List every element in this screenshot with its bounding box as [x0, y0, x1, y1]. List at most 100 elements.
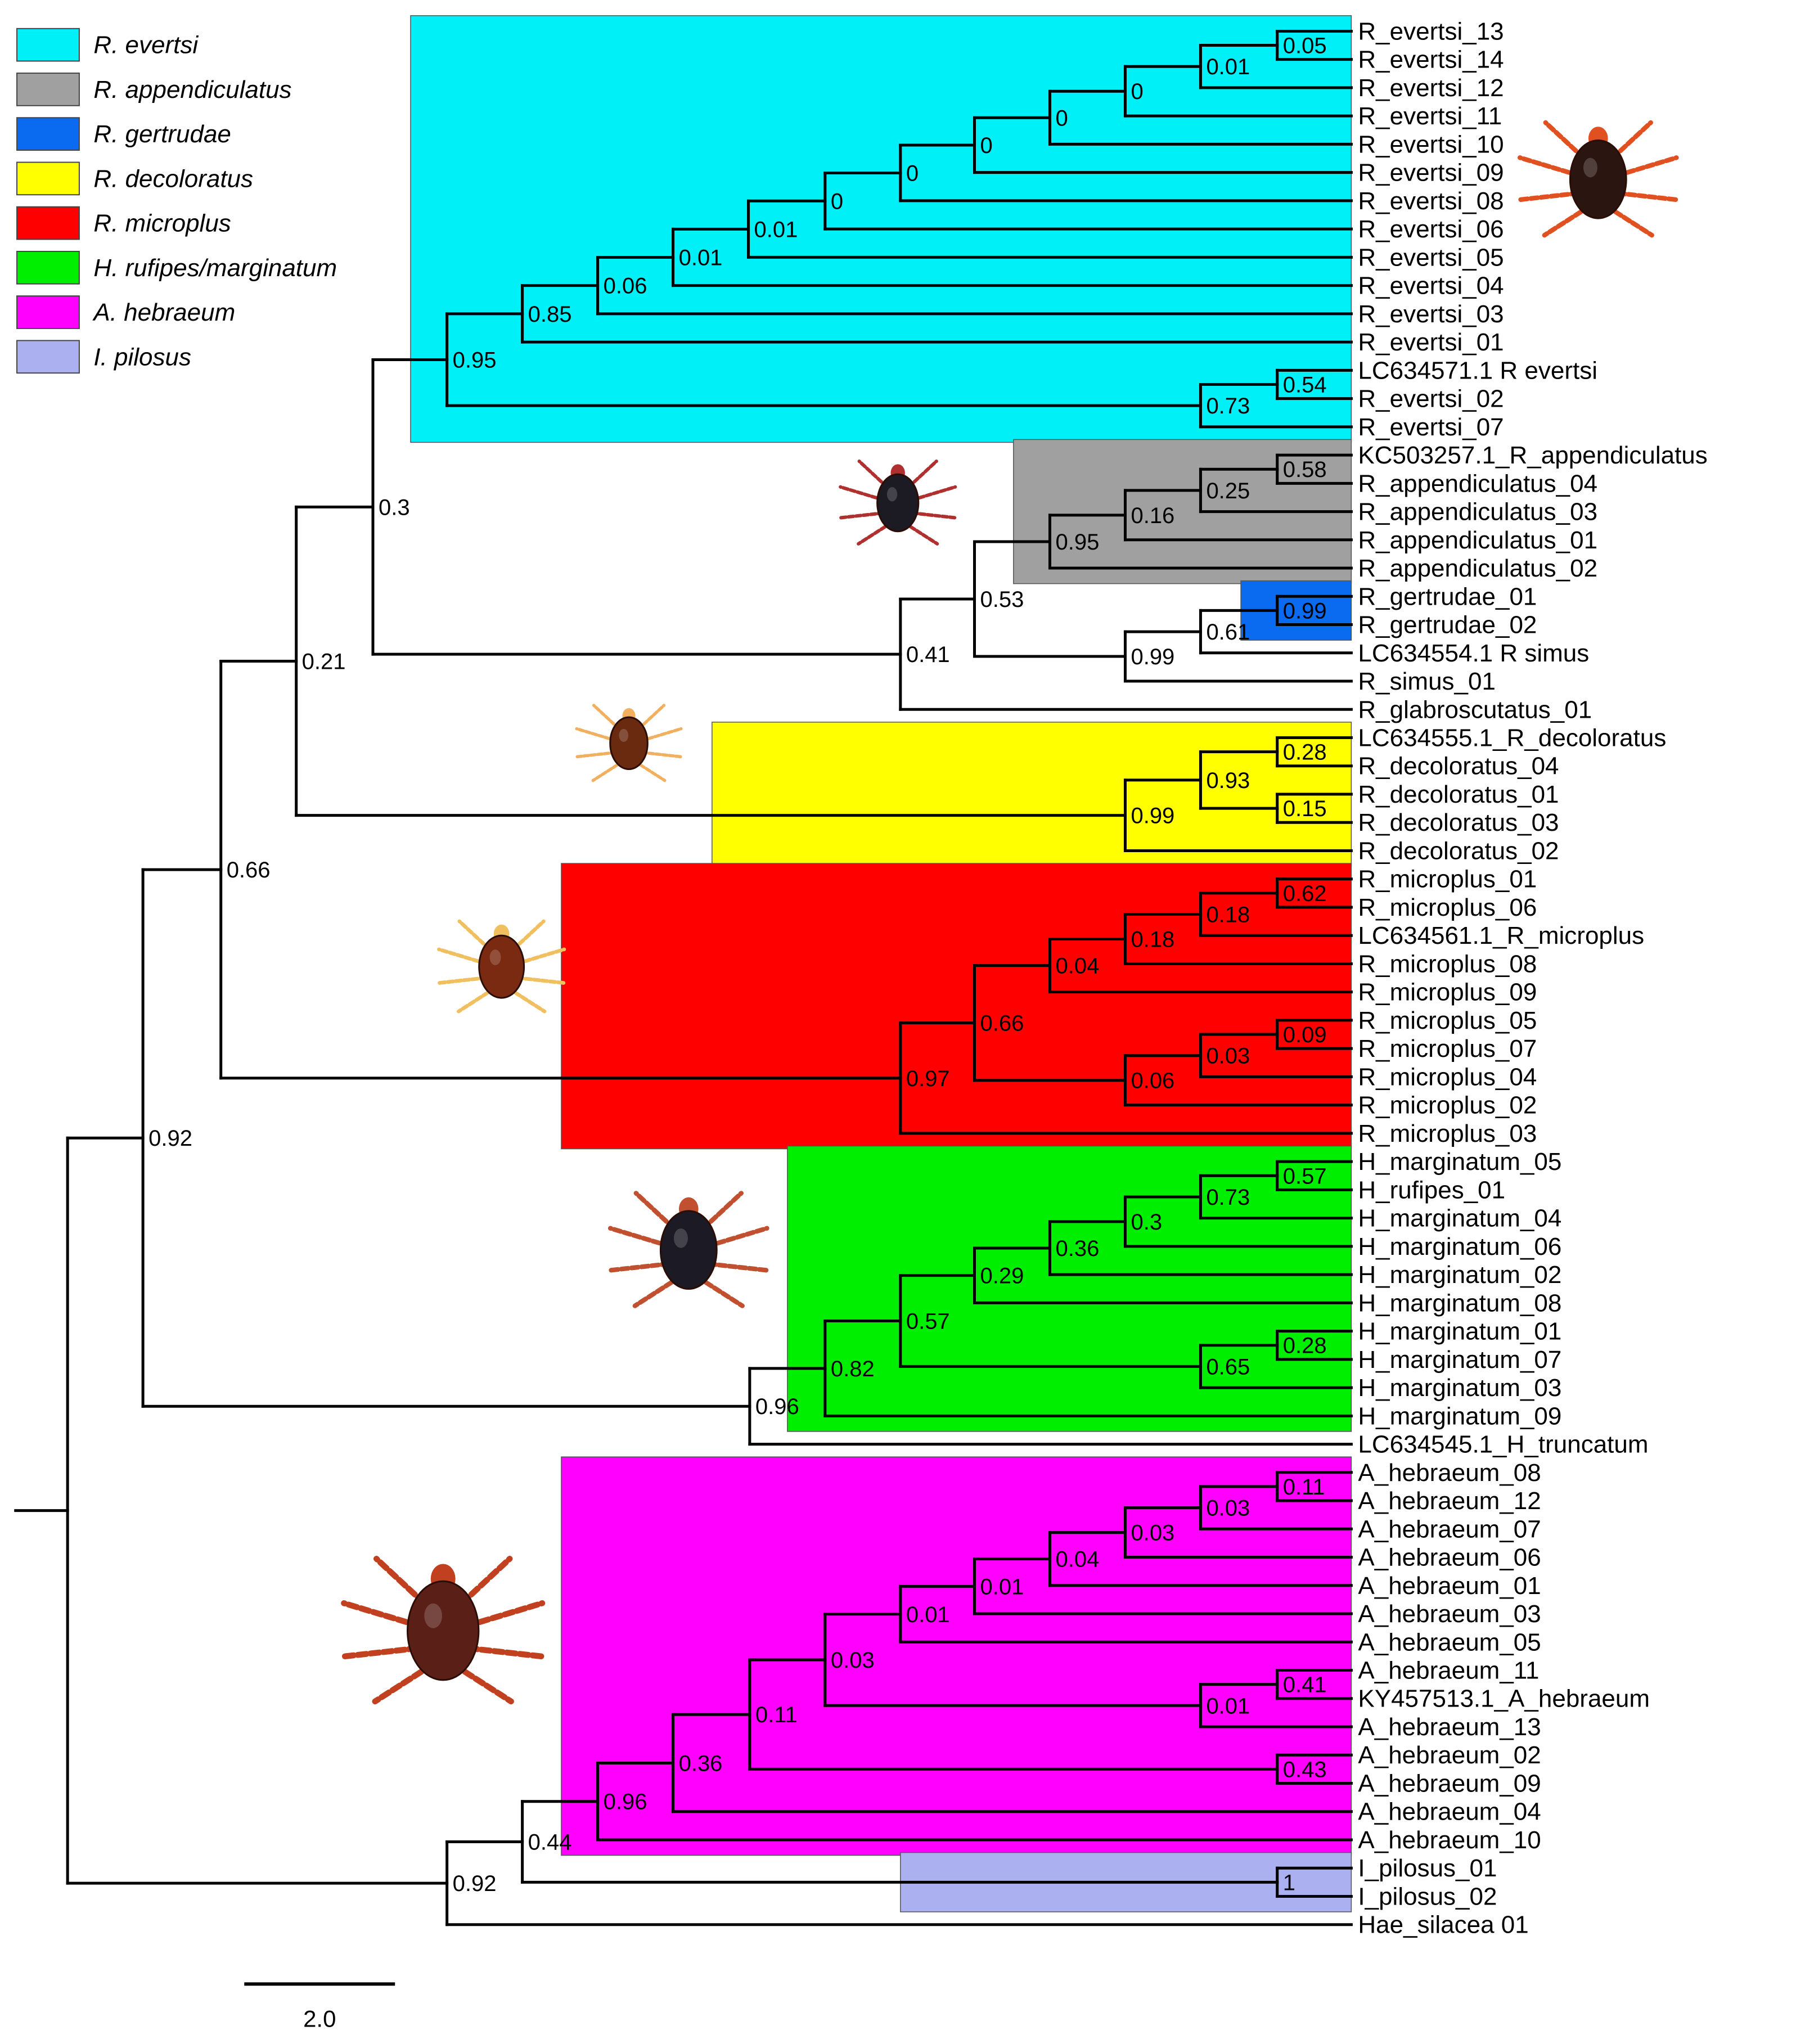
leaf-label: H_marginatum_05 [1358, 1148, 1561, 1176]
leaf-label: A_hebraeum_13 [1358, 1713, 1541, 1741]
legend-label: R. appendiculatus [93, 76, 291, 103]
leaf-label: LC634554.1 R simus [1358, 640, 1589, 667]
leaf-label: H_marginatum_04 [1358, 1205, 1561, 1232]
leaf-label: A_hebraeum_07 [1358, 1515, 1541, 1543]
node-support-label: 0.06 [1131, 1069, 1174, 1093]
node-support-label: 0.03 [1206, 1496, 1250, 1521]
leaf-label: R_evertsi_08 [1358, 187, 1504, 215]
node-support-label: 0.18 [1206, 903, 1250, 928]
node-support-label: 0.01 [1206, 55, 1250, 79]
node-support-label: 0.11 [1283, 1475, 1325, 1500]
legend-label: R. evertsi [93, 31, 199, 59]
node-support-label: 0.28 [1283, 1334, 1327, 1358]
leaf-label: R_evertsi_11 [1358, 102, 1502, 130]
tick-hyalomma-icon [607, 1191, 770, 1308]
leaf-label: R_microplus_02 [1358, 1092, 1537, 1119]
node-support-label: 0.41 [1283, 1673, 1327, 1698]
leaf-label: R_microplus_07 [1358, 1035, 1537, 1062]
leaf-label: I_pilosus_01 [1358, 1854, 1497, 1882]
leaf-label: H_marginatum_01 [1358, 1318, 1561, 1345]
clade-highlight-6 [561, 1456, 1352, 1856]
node-support-label: 0.93 [1206, 768, 1250, 793]
leaf-label: R_decoloratus_04 [1358, 753, 1559, 780]
leaf-label: A_hebraeum_01 [1358, 1572, 1541, 1600]
node-support-label: 0.99 [1131, 645, 1174, 669]
legend-swatch [16, 250, 80, 285]
tick-hebraeum-icon [340, 1556, 546, 1705]
leaf-label: H_marginatum_07 [1358, 1346, 1561, 1374]
leaf-label: A_hebraeum_04 [1358, 1798, 1541, 1826]
leaf-label: R_microplus_09 [1358, 979, 1537, 1006]
node-support-label: 0.73 [1206, 1185, 1250, 1210]
leaf-label: H_marginatum_09 [1358, 1402, 1561, 1430]
leaf-label: A_hebraeum_11 [1358, 1657, 1539, 1685]
node-support-label: 0.3 [1131, 1210, 1162, 1235]
leaf-label: R_evertsi_14 [1358, 46, 1504, 74]
leaf-label: R_simus_01 [1358, 668, 1496, 695]
clade-highlight-5 [787, 1145, 1352, 1432]
node-support-label: 0.61 [1206, 620, 1250, 645]
leaf-label: A_hebraeum_09 [1358, 1770, 1541, 1797]
leaf-label: H_marginatum_02 [1358, 1261, 1561, 1289]
leaf-label: A_hebraeum_03 [1358, 1600, 1541, 1628]
node-support-label: 0.99 [1283, 598, 1327, 623]
legend-label: A. hebraeum [92, 299, 235, 326]
legend-swatch [16, 295, 80, 329]
leaf-label: R_evertsi_12 [1358, 74, 1504, 102]
node-support-label: 0.82 [831, 1357, 875, 1381]
clade-highlight-4 [561, 863, 1352, 1150]
legend-swatch [16, 28, 80, 62]
node-support-label: 0.41 [906, 642, 950, 667]
node-support-label: 0.01 [754, 217, 798, 242]
node-support-label: 0.04 [1055, 1547, 1099, 1572]
leaf-label: LC634545.1_H_truncatum [1358, 1431, 1648, 1458]
leaf-label: H_marginatum_08 [1358, 1289, 1561, 1317]
leaf-label: LC634561.1_R_microplus [1358, 922, 1644, 949]
node-support-label: 0.01 [906, 1602, 950, 1627]
node-support-label: 0.58 [1283, 457, 1327, 482]
leaf-label: R_evertsi_05 [1358, 244, 1504, 271]
leaf-label: A_hebraeum_05 [1358, 1628, 1541, 1656]
leaf-label: R_evertsi_01 [1358, 328, 1504, 356]
node-support-label: 0.66 [227, 858, 271, 883]
leaf-label: R_evertsi_07 [1358, 413, 1504, 441]
node-support-label: 0.03 [831, 1648, 875, 1673]
legend-label: R. decoloratus [93, 165, 253, 192]
node-support-label: 0.54 [1283, 372, 1327, 397]
legend-label: H. rufipes/marginatum [93, 254, 337, 282]
node-support-label: 0.96 [604, 1790, 647, 1815]
node-support-label: 0.57 [1283, 1164, 1327, 1188]
leaf-label: R_decoloratus_02 [1358, 837, 1559, 865]
leaf-label: KY457513.1_A_hebraeum [1358, 1685, 1650, 1713]
tick-evertsi-icon [1517, 120, 1680, 238]
tick-appendiculatus-icon [838, 459, 957, 546]
node-support-label: 0.95 [1055, 530, 1099, 555]
leaf-label: R_gertrudae_02 [1358, 611, 1537, 639]
node-support-label: 0 [1131, 79, 1143, 104]
leaf-label: R_microplus_01 [1358, 866, 1537, 893]
leaf-label: R_microplus_05 [1358, 1007, 1537, 1034]
node-support-label: 0.62 [1283, 881, 1327, 906]
node-support-label: 0.01 [980, 1574, 1024, 1599]
leaf-label: R_evertsi_13 [1358, 17, 1504, 45]
tick-microplus-icon [436, 919, 566, 1014]
leaf-label: A_hebraeum_02 [1358, 1741, 1541, 1769]
node-support-label: 0.36 [1055, 1236, 1099, 1261]
leaf-label: R_gertrudae_01 [1358, 583, 1537, 610]
leaf-label: R_microplus_04 [1358, 1063, 1537, 1091]
leaf-label: R_glabroscutatus_01 [1358, 696, 1592, 723]
legend-label: R. gertrudae [93, 120, 231, 148]
node-support-label: 0.73 [1206, 394, 1250, 418]
legend-swatch [16, 206, 80, 240]
node-support-label: 0.09 [1283, 1023, 1327, 1047]
leaf-label: R_decoloratus_01 [1358, 781, 1559, 808]
node-support-label: 0.16 [1131, 503, 1174, 528]
node-support-label: 0.96 [755, 1394, 799, 1419]
leaf-label: KC503257.1_R_appendiculatus [1358, 442, 1707, 469]
node-support-label: 0.3 [379, 495, 410, 520]
leaf-label: I_pilosus_02 [1358, 1883, 1497, 1910]
node-support-label: 0 [831, 189, 843, 214]
leaf-label: R_evertsi_06 [1358, 215, 1504, 243]
leaf-label: R_evertsi_10 [1358, 130, 1504, 158]
